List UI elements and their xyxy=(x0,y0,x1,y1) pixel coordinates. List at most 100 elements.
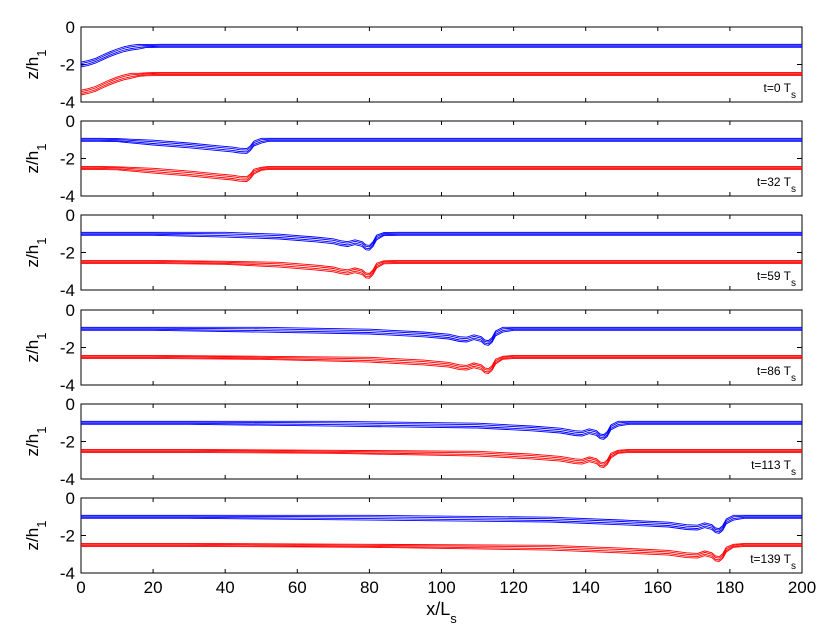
x-tick-label: 120 xyxy=(499,578,527,597)
y-axis-label: z/h1 xyxy=(23,333,49,363)
y-axis-label: z/h1 xyxy=(23,238,49,268)
upper-interface-line xyxy=(81,517,802,534)
x-tick-label: 180 xyxy=(716,578,744,597)
time-label: t=139 Ts xyxy=(750,552,796,572)
x-tick-label: 80 xyxy=(360,578,379,597)
lower-interface-line xyxy=(81,544,802,561)
y-tick-label: -4 xyxy=(60,564,75,583)
upper-interface-line xyxy=(80,45,802,66)
time-label: t=0 Ts xyxy=(764,81,796,101)
panel-3: 0 -2 -4 z/h1 t=59 Ts xyxy=(23,206,803,300)
x-tick-label: 40 xyxy=(216,578,235,597)
lower-interface-line xyxy=(81,262,802,279)
axes-frame xyxy=(80,497,803,574)
upper-interface-line xyxy=(81,234,802,251)
lower-interface-line xyxy=(81,354,802,370)
panel-6: 0 -2 -4 z/h1 t=139 Ts xyxy=(23,489,803,583)
axes-frame xyxy=(80,26,803,103)
panel-4: 0 -2 -4 z/h1 t=86 Ts xyxy=(23,301,803,395)
upper-interface-line xyxy=(81,232,802,248)
y-tick-label: 0 xyxy=(66,18,75,37)
lower-interface-line xyxy=(81,449,802,465)
upper-interface-line xyxy=(81,139,802,153)
y-tick-label: -4 xyxy=(60,93,75,112)
y-tick-label: -4 xyxy=(60,470,75,489)
axes-frame xyxy=(80,214,803,291)
y-tick-label: 0 xyxy=(66,489,75,508)
panel-2: 0 -2 -4 z/h1 t=32 Ts xyxy=(23,112,803,206)
panel-5: 0 -2 -4 z/h1 t=113 Ts xyxy=(23,395,803,489)
lower-interface-line xyxy=(81,165,802,178)
lower-interface-line xyxy=(81,355,802,371)
y-tick-label: -2 xyxy=(60,527,75,546)
lower-interface-line xyxy=(81,543,802,559)
upper-interface-line xyxy=(80,46,802,68)
y-axis-label: z/h1 xyxy=(23,521,49,551)
upper-interface-line xyxy=(81,422,802,439)
lower-interface-line xyxy=(81,451,802,468)
x-tick-label: 160 xyxy=(644,578,672,597)
upper-interface-line xyxy=(81,420,802,436)
upper-interface-line xyxy=(81,329,802,346)
upper-interface-line xyxy=(81,515,802,531)
x-tick-label: 20 xyxy=(144,578,163,597)
upper-interface-line xyxy=(81,514,802,530)
panel-1: 0 -2 -4 z/h1 t=0 Ts xyxy=(23,18,803,112)
upper-interface-line xyxy=(81,233,802,250)
lower-interface-line xyxy=(81,167,802,181)
lower-interface-line xyxy=(81,356,802,373)
x-tick-label: 0 xyxy=(76,578,85,597)
time-label: t=86 Ts xyxy=(757,364,796,384)
y-tick-label: -4 xyxy=(60,281,75,300)
upper-interface-line xyxy=(81,423,802,440)
y-tick-label: -4 xyxy=(60,187,75,206)
lower-interface-line xyxy=(81,168,802,182)
lower-interface-line xyxy=(81,545,802,562)
x-tick-label: 140 xyxy=(572,578,600,597)
lower-interface-line xyxy=(81,448,802,464)
time-label: t=32 Ts xyxy=(757,175,796,195)
lower-interface-line xyxy=(81,261,802,278)
upper-interface-line xyxy=(81,326,802,342)
y-tick-label: 0 xyxy=(66,206,75,225)
x-tick-label: 100 xyxy=(427,578,455,597)
x-tick-label: 200 xyxy=(788,578,816,597)
x-axis-label: x/Ls xyxy=(426,599,457,626)
upper-interface-line xyxy=(81,327,802,343)
y-tick-label: -2 xyxy=(60,244,75,263)
y-tick-label: -2 xyxy=(60,150,75,169)
y-axis-label: z/h1 xyxy=(23,50,49,80)
axes-frame xyxy=(80,309,803,386)
lower-interface-line xyxy=(81,542,802,558)
x-tick-label: 60 xyxy=(288,578,307,597)
lower-interface-line xyxy=(81,260,802,276)
lower-interface-line xyxy=(80,72,802,93)
lower-interface-line xyxy=(81,450,802,467)
axes-frame xyxy=(80,403,803,480)
time-label: t=113 Ts xyxy=(751,458,796,478)
y-tick-label: 0 xyxy=(66,395,75,414)
y-axis-label: z/h1 xyxy=(23,144,49,174)
lower-interface-line xyxy=(80,71,802,91)
y-tick-label: -4 xyxy=(60,376,75,395)
lower-interface-line xyxy=(80,74,802,96)
upper-interface-line xyxy=(81,137,802,150)
lower-interface-line xyxy=(80,73,802,94)
y-tick-label: -2 xyxy=(60,339,75,358)
y-tick-label: -2 xyxy=(60,433,75,452)
upper-interface-line xyxy=(81,516,802,533)
upper-interface-line xyxy=(81,138,802,151)
upper-interface-line xyxy=(81,140,802,154)
time-label: t=59 Ts xyxy=(757,269,796,289)
y-tick-label: -2 xyxy=(60,56,75,75)
lower-interface-line xyxy=(81,357,802,374)
upper-interface-line xyxy=(81,231,802,246)
upper-interface-line xyxy=(81,421,802,437)
upper-interface-line xyxy=(80,43,802,63)
upper-interface-line xyxy=(81,328,802,345)
axes-frame xyxy=(80,120,803,197)
lower-interface-line xyxy=(81,166,802,179)
y-tick-label: 0 xyxy=(66,112,75,131)
y-tick-label: 0 xyxy=(66,301,75,320)
